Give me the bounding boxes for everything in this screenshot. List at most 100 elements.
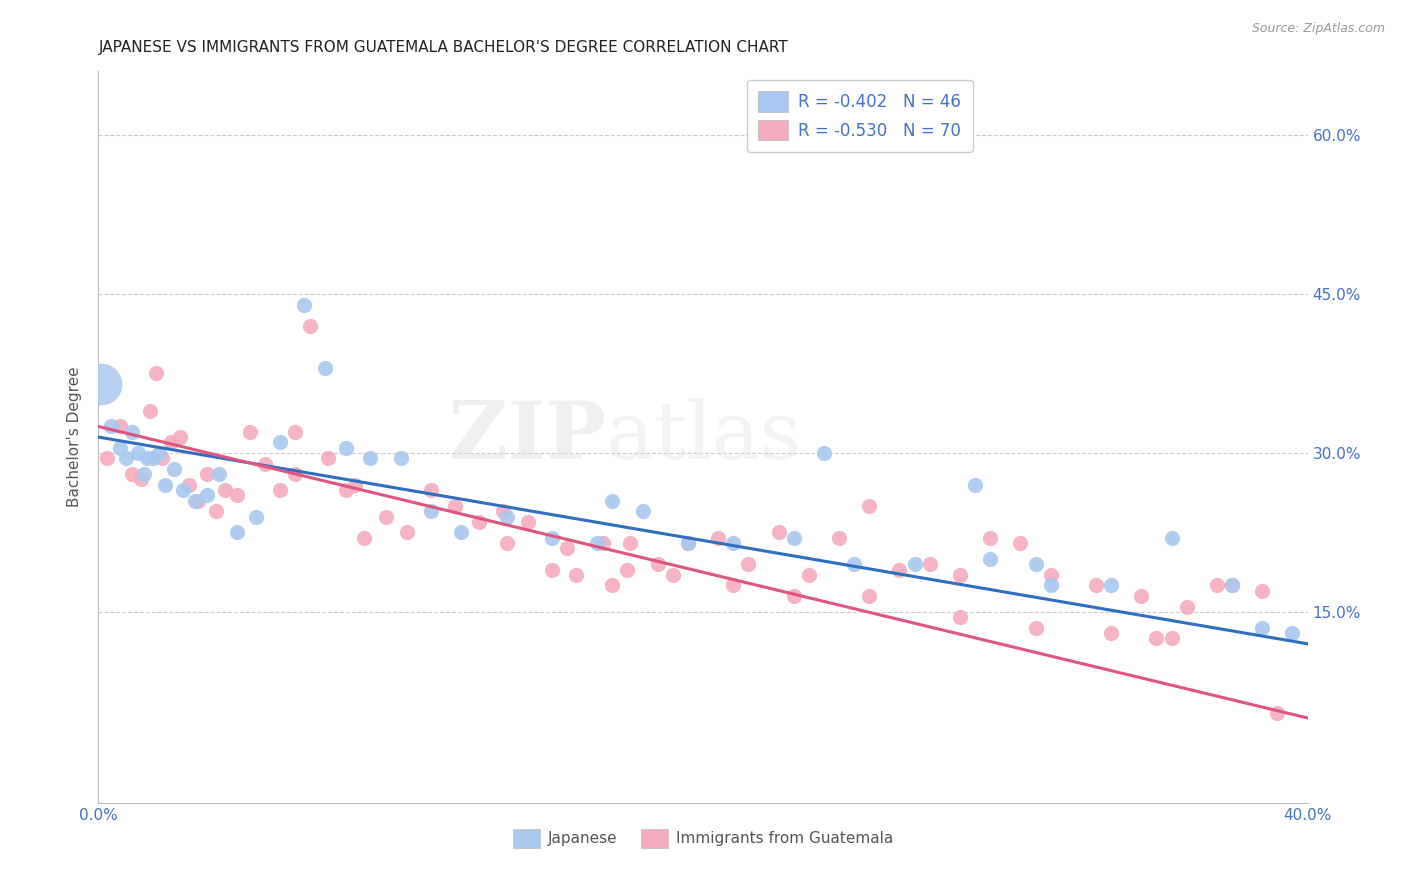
Point <box>100 419 122 434</box>
Point <box>269 435 291 450</box>
Point <box>142 451 165 466</box>
Point <box>858 589 880 603</box>
Point <box>1281 626 1303 640</box>
Point <box>239 425 262 439</box>
Point <box>602 493 624 508</box>
Text: JAPANESE VS IMMIGRANTS FROM GUATEMALA BACHELOR'S DEGREE CORRELATION CHART: JAPANESE VS IMMIGRANTS FROM GUATEMALA BA… <box>98 40 789 55</box>
Point <box>540 531 562 545</box>
Point <box>344 477 367 491</box>
Point <box>1099 578 1122 592</box>
Point <box>169 430 191 444</box>
Point <box>1010 536 1032 550</box>
Point <box>723 578 745 592</box>
Point <box>768 525 790 540</box>
Point <box>965 477 987 491</box>
Point <box>1099 626 1122 640</box>
Legend: Japanese, Immigrants from Guatemala: Japanese, Immigrants from Guatemala <box>506 822 900 854</box>
Point <box>335 441 357 455</box>
Point <box>284 467 307 482</box>
Point <box>1039 567 1062 582</box>
Point <box>148 446 170 460</box>
Point <box>1130 589 1153 603</box>
Point <box>316 451 339 466</box>
Point <box>1085 578 1108 592</box>
Point <box>160 435 183 450</box>
Point <box>127 446 149 460</box>
Point <box>205 504 228 518</box>
Point <box>1220 578 1243 592</box>
Point <box>1206 578 1229 592</box>
Point <box>1024 621 1046 635</box>
Point <box>676 536 699 550</box>
Point <box>889 563 911 577</box>
Point <box>135 451 157 466</box>
Point <box>1251 583 1274 598</box>
Point <box>395 525 418 540</box>
Point <box>647 558 669 572</box>
Point <box>226 488 249 502</box>
Point <box>444 499 467 513</box>
Point <box>949 567 972 582</box>
Point <box>226 525 249 540</box>
Point <box>1160 531 1182 545</box>
Point <box>540 563 562 577</box>
Point <box>707 531 730 545</box>
Point <box>586 536 609 550</box>
Point <box>450 525 472 540</box>
Point <box>619 536 641 550</box>
Point <box>145 367 167 381</box>
Text: Source: ZipAtlas.com: Source: ZipAtlas.com <box>1251 22 1385 36</box>
Point <box>420 504 443 518</box>
Point <box>979 552 1001 566</box>
Point <box>114 451 136 466</box>
Point <box>783 531 806 545</box>
Text: ZIP: ZIP <box>450 398 606 476</box>
Point <box>253 457 276 471</box>
Point <box>1251 621 1274 635</box>
Point <box>353 531 375 545</box>
Point <box>565 567 588 582</box>
Point <box>631 504 654 518</box>
Point <box>979 531 1001 545</box>
Point <box>150 451 173 466</box>
Point <box>516 515 538 529</box>
Point <box>389 451 412 466</box>
Point <box>420 483 443 497</box>
Point <box>269 483 291 497</box>
Point <box>214 483 236 497</box>
Point <box>616 563 638 577</box>
Point <box>783 589 806 603</box>
Point <box>292 297 315 311</box>
Point <box>492 504 515 518</box>
Point <box>195 488 218 502</box>
Point <box>1160 632 1182 646</box>
Point <box>1039 578 1062 592</box>
Point <box>139 403 162 417</box>
Point <box>904 558 927 572</box>
Point <box>1175 599 1198 614</box>
Point <box>208 467 231 482</box>
Point <box>858 499 880 513</box>
Point <box>195 467 218 482</box>
Point <box>121 467 143 482</box>
Text: atlas: atlas <box>606 398 801 476</box>
Point <box>737 558 759 572</box>
Point <box>1267 706 1289 720</box>
Point <box>172 483 194 497</box>
Point <box>245 509 267 524</box>
Point <box>108 419 131 434</box>
Point <box>179 477 201 491</box>
Point <box>676 536 699 550</box>
Point <box>468 515 491 529</box>
Point <box>1220 578 1243 592</box>
Point <box>495 509 517 524</box>
Point <box>592 536 614 550</box>
Point <box>1144 632 1167 646</box>
Point <box>153 477 176 491</box>
Point <box>555 541 578 556</box>
Point <box>284 425 307 439</box>
Point <box>797 567 820 582</box>
Point <box>132 467 155 482</box>
Point <box>949 610 972 624</box>
Point <box>163 462 186 476</box>
